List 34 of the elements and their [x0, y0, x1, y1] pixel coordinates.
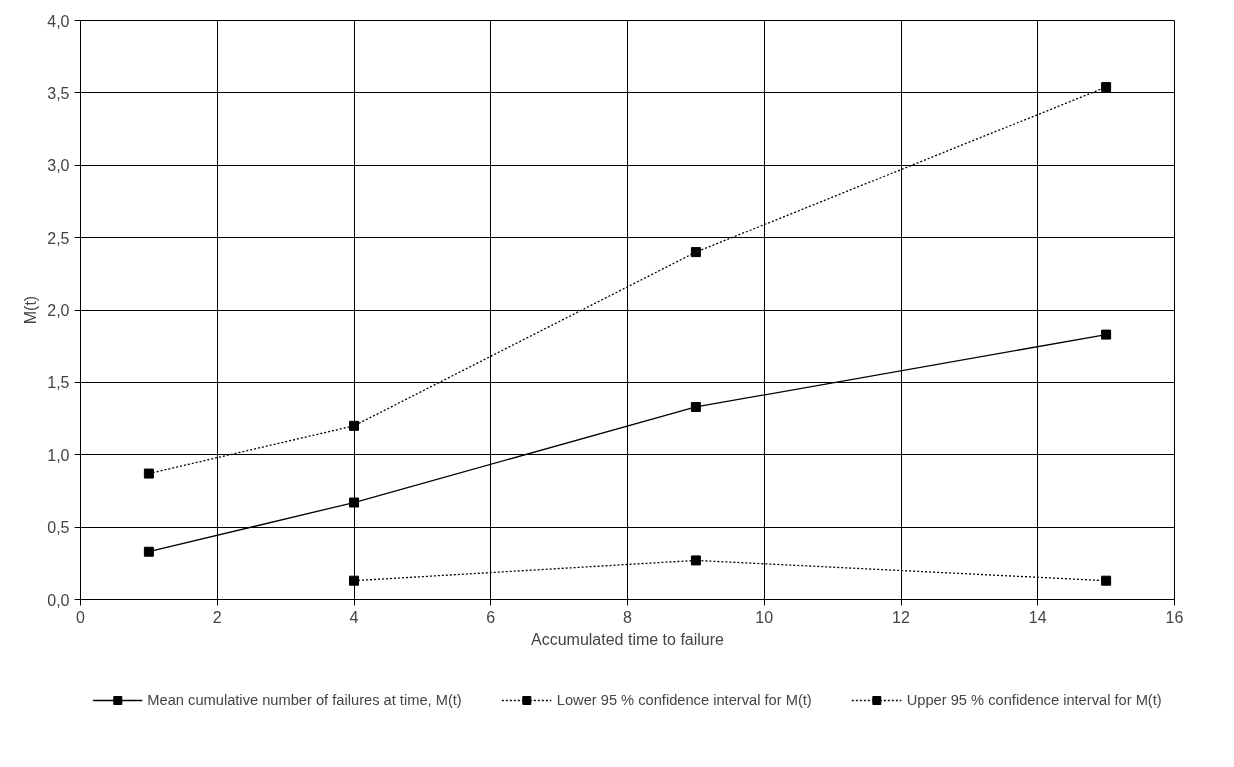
point: [349, 420, 359, 431]
x-tick-label: 2: [212, 608, 222, 626]
x-tick-label: 4: [349, 608, 359, 626]
point: [690, 555, 701, 566]
x-tick-label: 14: [1028, 608, 1047, 626]
y-tick-label: 1,5: [47, 374, 70, 392]
point: [1101, 575, 1112, 586]
point: [143, 546, 154, 557]
legend-label: Mean cumulative number of failures at time, M(t): [147, 692, 462, 708]
y-tick-label: 3,5: [47, 84, 70, 102]
point: [690, 247, 701, 258]
x-tick-label: 6: [486, 608, 496, 626]
y-tick-label: 4,0: [47, 12, 70, 30]
y-tick-label: 1,0: [47, 446, 70, 464]
x-tick-label: 16: [1165, 608, 1184, 626]
point: [690, 401, 701, 412]
x-tick-label: 8: [623, 608, 633, 626]
y-axis-title: M(t): [22, 295, 40, 325]
y-tick-label: 0,0: [47, 591, 70, 609]
y-tick-label: 2,5: [47, 229, 70, 247]
y-tick-label: 0,5: [47, 519, 70, 537]
legend-label: Upper 95 % confidence interval for M(t): [906, 692, 1162, 708]
y-tick-label: 3,0: [47, 157, 70, 175]
legend-label: Lower 95 % confidence interval for M(t): [556, 692, 812, 708]
point: [143, 468, 154, 479]
x-tick-label: 12: [892, 608, 910, 626]
x-axis-title: Accumulated time to failure: [531, 630, 725, 648]
point: [1101, 329, 1112, 340]
point: [349, 497, 359, 508]
point: [1101, 82, 1112, 93]
x-tick-label: 0: [76, 608, 86, 626]
point: [349, 575, 359, 586]
x-tick-label: 10: [755, 608, 774, 626]
y-tick-label: 2,0: [47, 302, 70, 319]
